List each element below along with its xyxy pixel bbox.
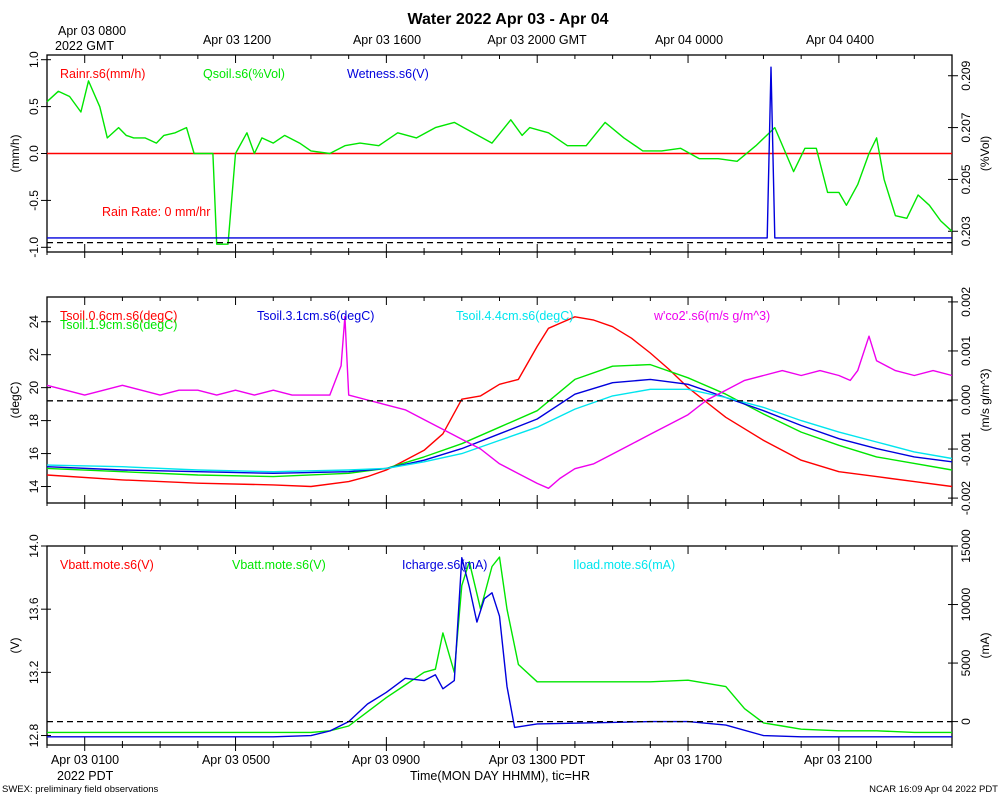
top-axis-label: Apr 03 1200: [203, 33, 271, 47]
annotation: Rain Rate: 0 mm/hr: [102, 205, 210, 219]
legend-entry: Qsoil.s6(%Vol): [203, 67, 285, 81]
top-axis-label: Apr 04 0000: [655, 33, 723, 47]
y-axis-title-right: (%Vol): [978, 136, 992, 171]
y-tick-label-left: 14.0: [27, 534, 41, 558]
top-axis-label: Apr 04 0400: [806, 33, 874, 47]
y-tick-label-right: 0.209: [959, 60, 973, 90]
panel-frame: [46, 296, 953, 504]
y-tick-label-right: -0.002: [959, 481, 973, 515]
series-line: [46, 388, 953, 473]
y-axis-title-left: (degC): [8, 382, 22, 419]
legend-entry: Icharge.s6(mA): [402, 558, 487, 572]
bottom-axis-label: Apr 03 0500: [202, 753, 270, 767]
y-tick-label-right: 0.000: [959, 385, 973, 415]
y-tick-label-left: 12.8: [27, 724, 41, 748]
y-tick-label-left: 0.0: [27, 145, 41, 162]
y-tick-label-left: 13.6: [27, 597, 41, 621]
top-axis-labels: Apr 03 1200 Apr 03 1600 Apr 03 2000 GMT Apr…: [203, 33, 874, 47]
legend-entry: Vbatt.mote.s6(V): [60, 558, 154, 572]
series-line: [47, 557, 952, 738]
panel-frame: [46, 545, 953, 746]
legend-entry: w'co2'.s6(m/s g/m^3): [653, 309, 770, 323]
series-line: [47, 66, 952, 239]
y-tick-label-left: 13.2: [27, 660, 41, 684]
bottom-axis-label: Apr 03 1300 PDT: [489, 753, 586, 767]
y-tick-label-left: 24: [27, 315, 41, 329]
legend-entry: Tsoil.0.6cm.s6(degC): [60, 309, 177, 323]
y-tick-label-right: 15000: [959, 529, 973, 563]
y-tick-label-right: 0.205: [959, 164, 973, 194]
y-tick-label-left: 22: [27, 348, 41, 362]
y-tick-label-right: 0: [959, 718, 973, 725]
legend-entry: Tsoil.3.1cm.s6(degC): [257, 309, 374, 323]
series-line: [46, 80, 953, 245]
bottom-axis-label: Apr 03 2100: [804, 753, 872, 767]
y-axis-title-right: (m/s g/m^3): [978, 369, 992, 432]
y-axis-title-right: (mA): [978, 633, 992, 659]
series-line: [47, 556, 952, 734]
series-line: [46, 378, 953, 474]
footer-left: SWEX: preliminary field observations: [2, 784, 159, 795]
legend-entry: Tsoil.4.4cm.s6(degC): [456, 309, 573, 323]
y-tick-label-right: 0.203: [959, 216, 973, 246]
chart-title: Water 2022 Apr 03 - Apr 04: [408, 11, 609, 28]
bottom-axis-label: Apr 03 1700: [654, 753, 722, 767]
bottom-axis-year-label: 2022 PDT: [57, 769, 114, 783]
legend-entry: Rainr.s6(mm/h): [60, 67, 145, 81]
top-axis-start-label-1: Apr 03 0800: [58, 24, 126, 38]
series-line: [46, 316, 953, 488]
y-tick-label-right: 0.001: [959, 336, 973, 366]
y-tick-label-left: -1.0: [27, 237, 41, 258]
panel-2: 24 22 20 18 16 14 0.002 0.001 0.000 -0.001 -0.002 (…: [8, 287, 992, 516]
bottom-axis-label: Apr 03 0100: [51, 753, 119, 767]
panels: 1.0 0.5 0.0 -0.5 -1.0 0.209 0.207 0.205 0.203 (mm…: [8, 51, 992, 751]
top-axis-label: Apr 03 1600: [353, 33, 421, 47]
y-tick-label-left: 14: [27, 480, 41, 494]
panel-3: 14.0 13.6 13.2 12.8 15000 10000 5000 0 (V) (mA) Vb…: [8, 529, 992, 751]
y-tick-label-left: 20: [27, 381, 41, 395]
series-line: [46, 315, 953, 489]
bottom-axis-labels: Apr 03 0100 Apr 03 0500 Apr 03 0900 Apr 03 …: [51, 753, 872, 767]
y-tick-label-right: 0.207: [959, 112, 973, 142]
y-tick-label-right: 10000: [959, 588, 973, 622]
top-axis-label: Apr 03 2000 GMT: [487, 33, 587, 47]
x-axis-title: Time(MON DAY HHMM), tic=HR: [410, 769, 590, 783]
footer-right: NCAR 16:09 Apr 04 2022 PDT: [869, 784, 998, 795]
y-tick-label-right: 5000: [959, 649, 973, 676]
panel-1: 1.0 0.5 0.0 -0.5 -1.0 0.209 0.207 0.205 0.203 (mm…: [8, 51, 992, 258]
y-tick-label-left: -0.5: [27, 190, 41, 211]
top-axis-start-label-2: 2022 GMT: [55, 39, 114, 53]
y-axis-title-left: (V): [8, 638, 22, 654]
legend-entry: Tsoil.1.9cm.s6(degC): [60, 318, 177, 332]
legend-entry: Wetness.s6(V): [347, 67, 429, 81]
y-tick-label-left: 1.0: [27, 51, 41, 68]
bottom-axis-label: Apr 03 0900: [352, 753, 420, 767]
y-axis-title-left: (mm/h): [8, 135, 22, 173]
y-tick-label-left: 16: [27, 447, 41, 461]
series-line: [46, 363, 953, 478]
legend-entry: Vbatt.mote.s6(V): [232, 558, 326, 572]
legend-entry: Iload.mote.s6(mA): [573, 558, 675, 572]
y-tick-label-right: 0.002: [959, 287, 973, 317]
y-tick-label-left: 18: [27, 414, 41, 428]
y-tick-label-left: 0.5: [27, 98, 41, 115]
y-tick-label-right: -0.001: [959, 432, 973, 466]
